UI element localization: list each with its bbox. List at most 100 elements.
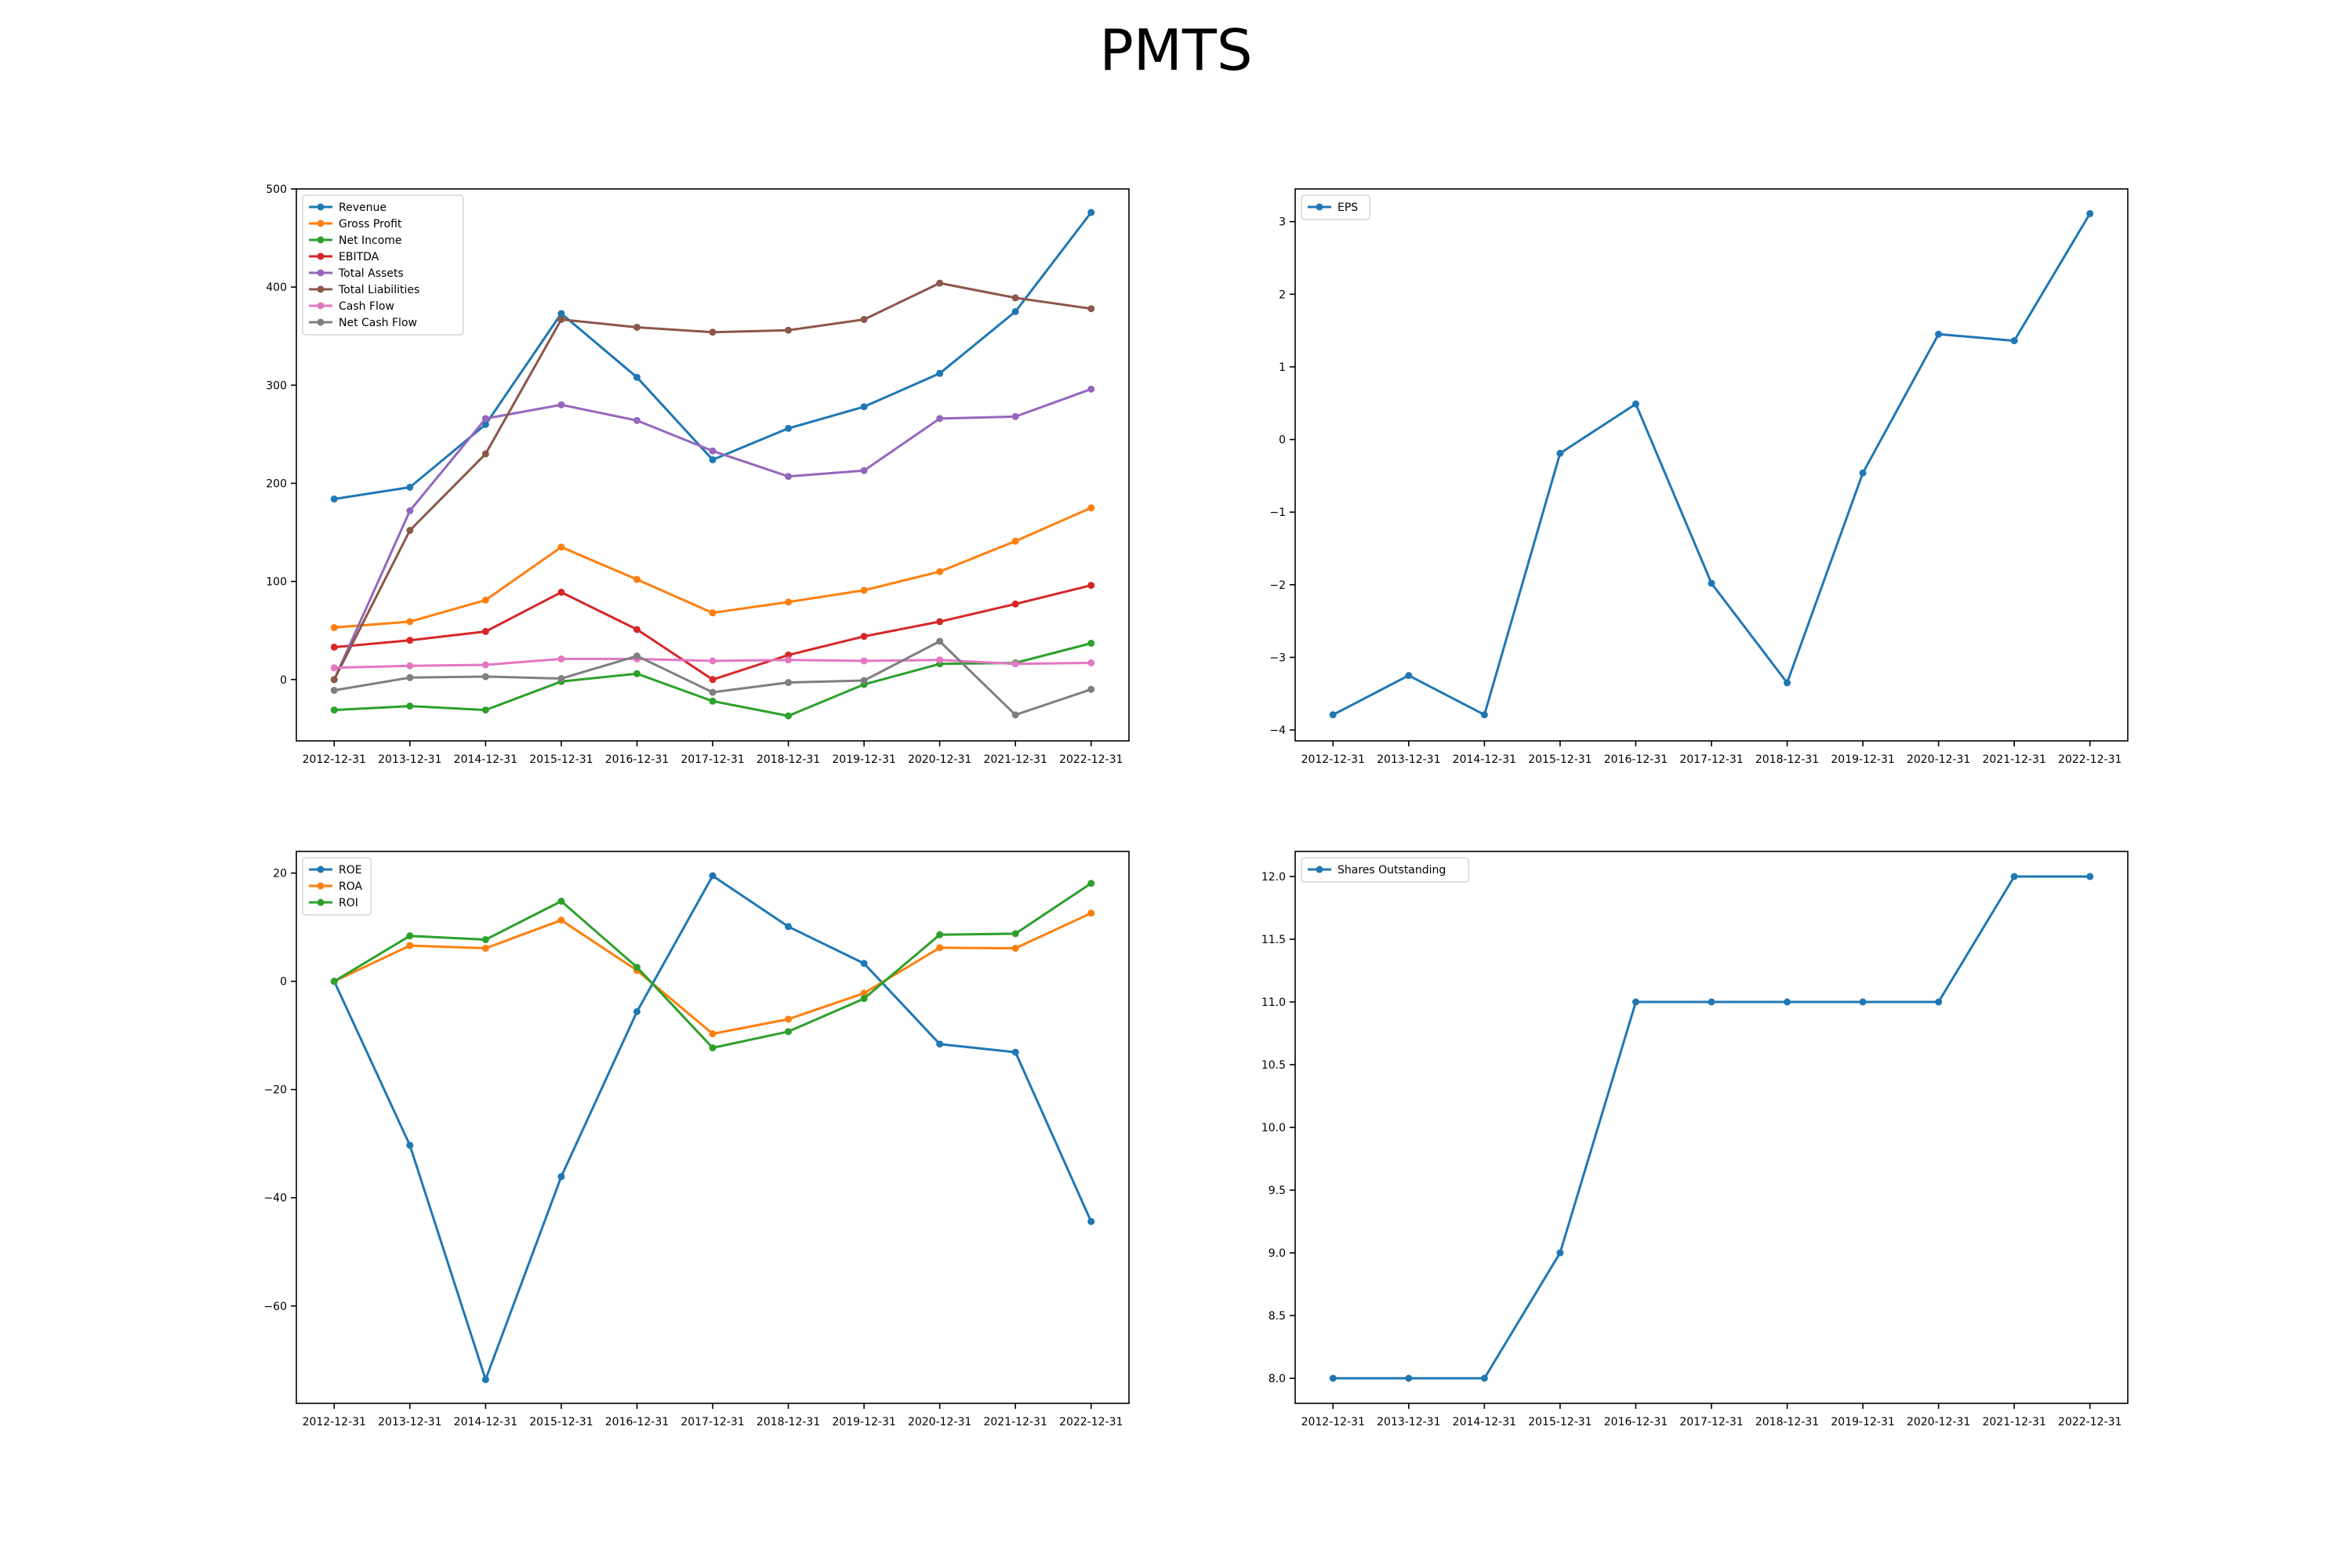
x-tick-label: 2015-12-31 <box>529 753 593 766</box>
data-point <box>709 609 717 617</box>
legend-box <box>1301 194 1370 220</box>
y-tick-label: 10.5 <box>1261 1059 1286 1072</box>
data-point <box>406 483 414 491</box>
x-tick-label: 2021-12-31 <box>983 753 1047 766</box>
series-revenue <box>330 209 1095 503</box>
figure-title: PMTS <box>1099 17 1253 83</box>
data-point <box>633 373 641 381</box>
x-tick-label: 2016-12-31 <box>605 1416 669 1428</box>
data-point <box>860 466 868 474</box>
data-point <box>1087 582 1095 590</box>
y-tick-label: −60 <box>263 1301 287 1313</box>
x-tick-label: 2012-12-31 <box>303 1416 366 1428</box>
data-point <box>1011 294 1019 302</box>
data-point <box>860 403 868 411</box>
data-point <box>860 995 868 1003</box>
data-point <box>633 1007 641 1015</box>
data-point <box>709 447 717 455</box>
data-point <box>633 323 641 331</box>
x-tick-label: 2021-12-31 <box>1982 1416 2045 1428</box>
data-point <box>330 978 338 985</box>
y-tick-label: 9.0 <box>1269 1247 1286 1260</box>
data-point <box>633 626 641 633</box>
data-point <box>1011 600 1019 608</box>
x-tick-label: 2021-12-31 <box>1982 753 2045 766</box>
data-point <box>1708 579 1715 587</box>
legend-box <box>302 194 464 336</box>
data-point <box>709 676 717 684</box>
x-tick-label: 2021-12-31 <box>983 1416 1047 1428</box>
y-tick-label: 9.5 <box>1269 1185 1286 1197</box>
y-tick-label: −1 <box>1269 506 1286 519</box>
x-tick-label: 2018-12-31 <box>757 753 820 766</box>
legend-entry: Gross Profit <box>339 218 402 230</box>
x-tick-label: 2013-12-31 <box>1377 1416 1440 1428</box>
data-point <box>406 618 414 626</box>
data-point <box>860 677 868 684</box>
y-tick-label: 10.0 <box>1261 1122 1286 1134</box>
data-point <box>785 712 793 720</box>
data-point <box>633 652 641 660</box>
y-tick-label: 1 <box>1279 361 1286 374</box>
y-tick-label: 11.0 <box>1261 996 1286 1009</box>
data-point <box>633 575 641 583</box>
data-point <box>406 1142 414 1149</box>
data-point <box>785 923 793 931</box>
data-point <box>330 664 338 672</box>
axes-frame <box>1294 851 2129 1404</box>
x-tick-label: 2013-12-31 <box>378 753 441 766</box>
data-point <box>709 1044 717 1052</box>
x-tick-label: 2016-12-31 <box>1604 753 1668 766</box>
series-line <box>333 882 1092 1049</box>
data-point <box>1087 639 1095 647</box>
data-point <box>330 643 338 651</box>
y-tick-label: 100 <box>266 576 287 589</box>
data-point <box>2010 873 2018 880</box>
data-point <box>406 662 414 670</box>
data-point <box>1405 672 1413 680</box>
data-point <box>1011 945 1019 953</box>
data-point <box>1480 1374 1488 1382</box>
legend-marker <box>317 252 325 260</box>
data-point <box>557 543 565 551</box>
x-tick-label: 2017-12-31 <box>1679 1416 1743 1428</box>
data-point <box>785 473 793 481</box>
y-tick-label: 0 <box>280 976 287 989</box>
legend-marker <box>317 882 325 890</box>
x-tick-label: 2012-12-31 <box>1301 1416 1365 1428</box>
series-line <box>332 874 1093 1381</box>
x-tick-label: 2019-12-31 <box>1831 753 1894 766</box>
y-tick-label: 0 <box>280 674 287 687</box>
x-tick-label: 2019-12-31 <box>832 1416 895 1428</box>
series-line <box>1333 875 2090 1380</box>
data-point <box>709 657 717 665</box>
data-point <box>1329 711 1337 719</box>
data-point <box>785 1028 793 1036</box>
data-point <box>1935 330 1943 338</box>
legend-entry: EPS <box>1338 201 1358 214</box>
axes-frame <box>1294 188 2129 742</box>
data-point <box>936 369 944 377</box>
x-tick-label: 2017-12-31 <box>681 753 744 766</box>
x-tick-label: 2016-12-31 <box>1604 1416 1668 1428</box>
data-point <box>1087 880 1095 887</box>
data-point <box>406 942 414 949</box>
x-tick-label: 2018-12-31 <box>1755 1416 1819 1428</box>
legend: EPS <box>1301 194 1370 220</box>
legend-box <box>1301 857 1469 883</box>
data-point <box>1859 469 1867 477</box>
x-tick-label: 2012-12-31 <box>1301 753 1365 766</box>
legend-marker <box>317 203 325 211</box>
data-point <box>557 1173 565 1181</box>
data-point <box>557 401 565 408</box>
data-point <box>1087 504 1095 512</box>
legend-marker <box>1316 866 1323 873</box>
x-tick-label: 2014-12-31 <box>1453 1416 1516 1428</box>
data-point <box>709 688 717 696</box>
data-point <box>406 507 414 515</box>
data-point <box>785 651 793 659</box>
x-tick-label: 2022-12-31 <box>2058 1416 2122 1428</box>
series-roe <box>330 872 1095 1384</box>
data-point <box>330 706 338 714</box>
data-point <box>1011 1048 1019 1056</box>
